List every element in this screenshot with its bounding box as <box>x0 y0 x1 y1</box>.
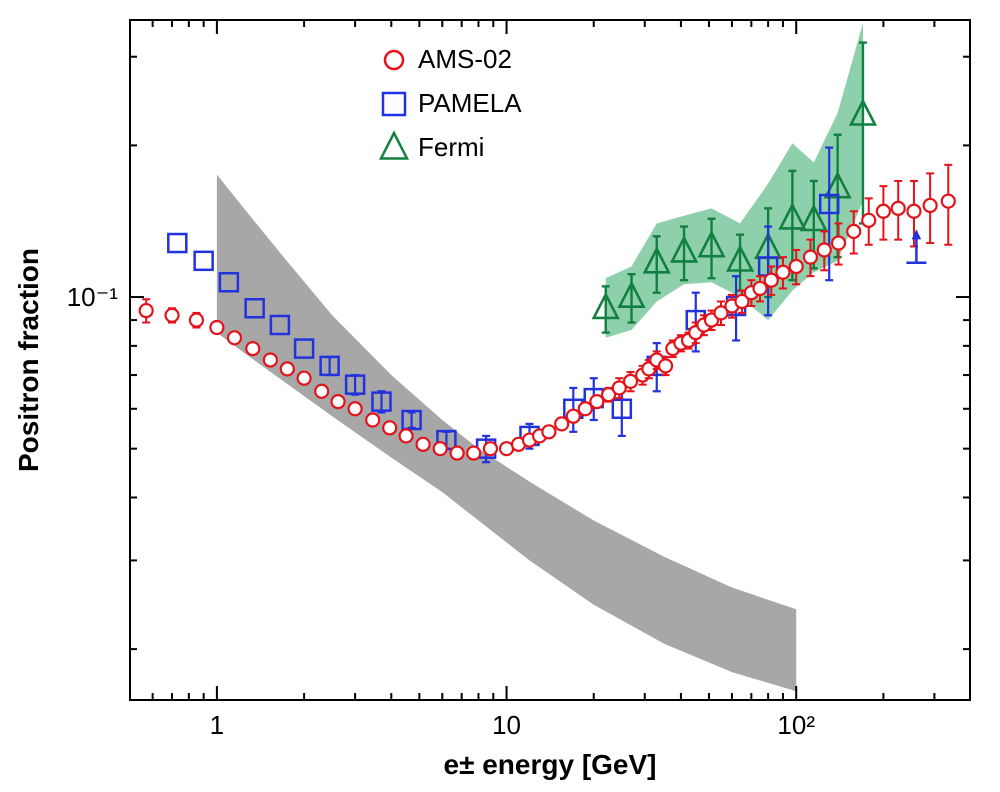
x-tick-label: 10 <box>492 710 521 740</box>
x-tick-label: 10² <box>777 710 815 740</box>
chart-container: 1 10 10² 10⁻¹ e± energy [GeV] Positron fracti… <box>0 0 1000 792</box>
y-axis-label: Positron fraction <box>13 248 44 472</box>
x-axis-label: e± energy [GeV] <box>444 749 657 780</box>
legend-label-ams: AMS-02 <box>418 44 512 74</box>
chart-svg: 1 10 10² 10⁻¹ e± energy [GeV] Positron fracti… <box>0 0 1000 792</box>
legend-label-pamela: PAMELA <box>418 88 522 118</box>
x-tick-label: 1 <box>210 710 224 740</box>
y-tick-label: 10⁻¹ <box>67 282 119 312</box>
legend-label-fermi: Fermi <box>418 132 484 162</box>
